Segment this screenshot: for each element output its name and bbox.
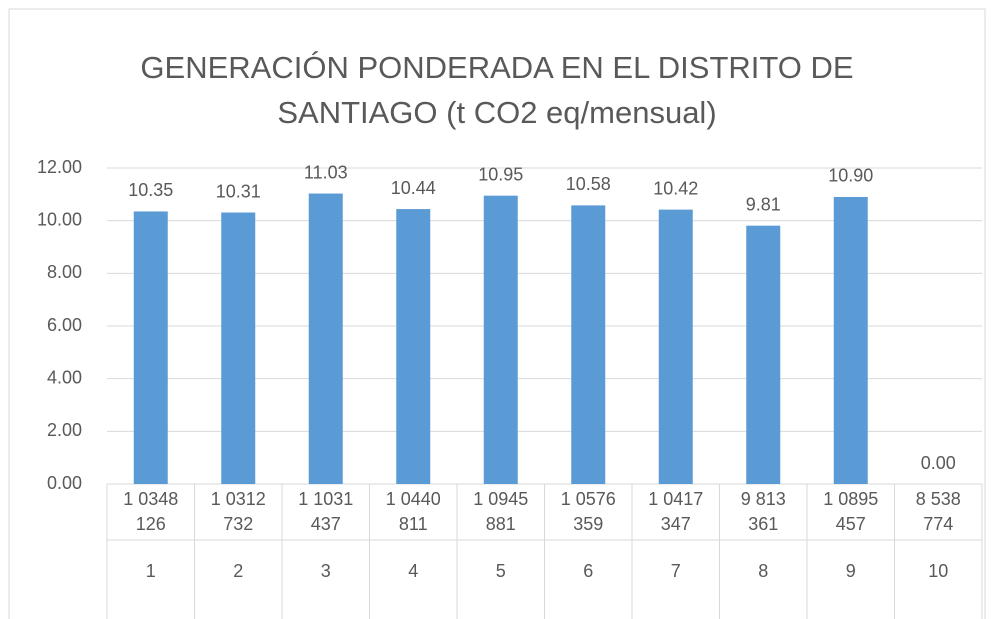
data-label: 10.90 <box>828 166 873 186</box>
bar <box>833 196 868 484</box>
x-group-label: 5 <box>496 561 506 581</box>
bar <box>308 193 343 484</box>
bar <box>658 209 693 484</box>
chart-title: SANTIAGO (t CO2 eq/mensual) <box>277 95 716 130</box>
data-label: 10.35 <box>128 180 173 200</box>
x-group-label: 9 <box>846 561 856 581</box>
x-group-label: 6 <box>583 561 593 581</box>
x-group-label: 2 <box>233 561 243 581</box>
bar <box>571 205 606 485</box>
y-tick-label: 10.00 <box>37 209 82 229</box>
y-tick-label: 4.00 <box>47 367 82 387</box>
data-label: 9.81 <box>746 194 781 214</box>
data-label: 0.00 <box>921 453 956 473</box>
x-tick-label: 126 <box>136 514 166 534</box>
data-label: 11.03 <box>304 162 348 182</box>
x-tick-label: 1 1031 <box>298 489 353 509</box>
y-tick-label: 12.00 <box>37 157 82 177</box>
x-group-label: 3 <box>321 561 331 581</box>
x-tick-label: 1 0417 <box>648 489 703 509</box>
x-tick-label: 1 0348 <box>123 489 178 509</box>
x-tick-label: 1 0440 <box>386 489 441 509</box>
bar <box>746 225 781 485</box>
data-label: 10.58 <box>566 174 611 194</box>
x-tick-label: 361 <box>748 514 778 534</box>
x-group-label: 1 <box>146 561 156 581</box>
x-group-label: 8 <box>758 561 768 581</box>
data-label: 10.42 <box>653 178 698 198</box>
bar <box>133 211 168 484</box>
x-tick-label: 811 <box>399 514 428 534</box>
data-label: 10.31 <box>216 181 261 201</box>
x-tick-label: 347 <box>661 514 691 534</box>
x-group-label: 10 <box>928 561 948 581</box>
bar <box>396 209 431 484</box>
x-tick-label: 437 <box>311 514 341 534</box>
x-group-label: 4 <box>408 561 418 581</box>
x-tick-label: 359 <box>573 514 603 534</box>
bar <box>483 195 518 484</box>
x-tick-label: 732 <box>223 514 253 534</box>
data-label: 10.44 <box>391 178 436 198</box>
x-tick-label: 457 <box>836 514 866 534</box>
x-tick-label: 881 <box>486 514 516 534</box>
bar <box>221 212 256 484</box>
y-tick-label: 2.00 <box>47 420 82 440</box>
x-tick-label: 774 <box>923 514 953 534</box>
x-tick-label: 1 0576 <box>561 489 616 509</box>
x-tick-label: 1 0895 <box>823 489 878 509</box>
y-tick-label: 8.00 <box>47 262 82 282</box>
chart-title: GENERACIÓN PONDERADA EN EL DISTRITO DE <box>140 50 853 85</box>
data-label: 10.95 <box>478 164 523 184</box>
x-tick-label: 1 0312 <box>211 489 266 509</box>
x-tick-label: 9 813 <box>741 489 786 509</box>
x-tick-label: 1 0945 <box>473 489 528 509</box>
y-tick-label: 0.00 <box>47 473 82 493</box>
y-tick-label: 6.00 <box>47 315 82 335</box>
x-tick-label: 8 538 <box>916 489 961 509</box>
x-group-label: 7 <box>671 561 681 581</box>
